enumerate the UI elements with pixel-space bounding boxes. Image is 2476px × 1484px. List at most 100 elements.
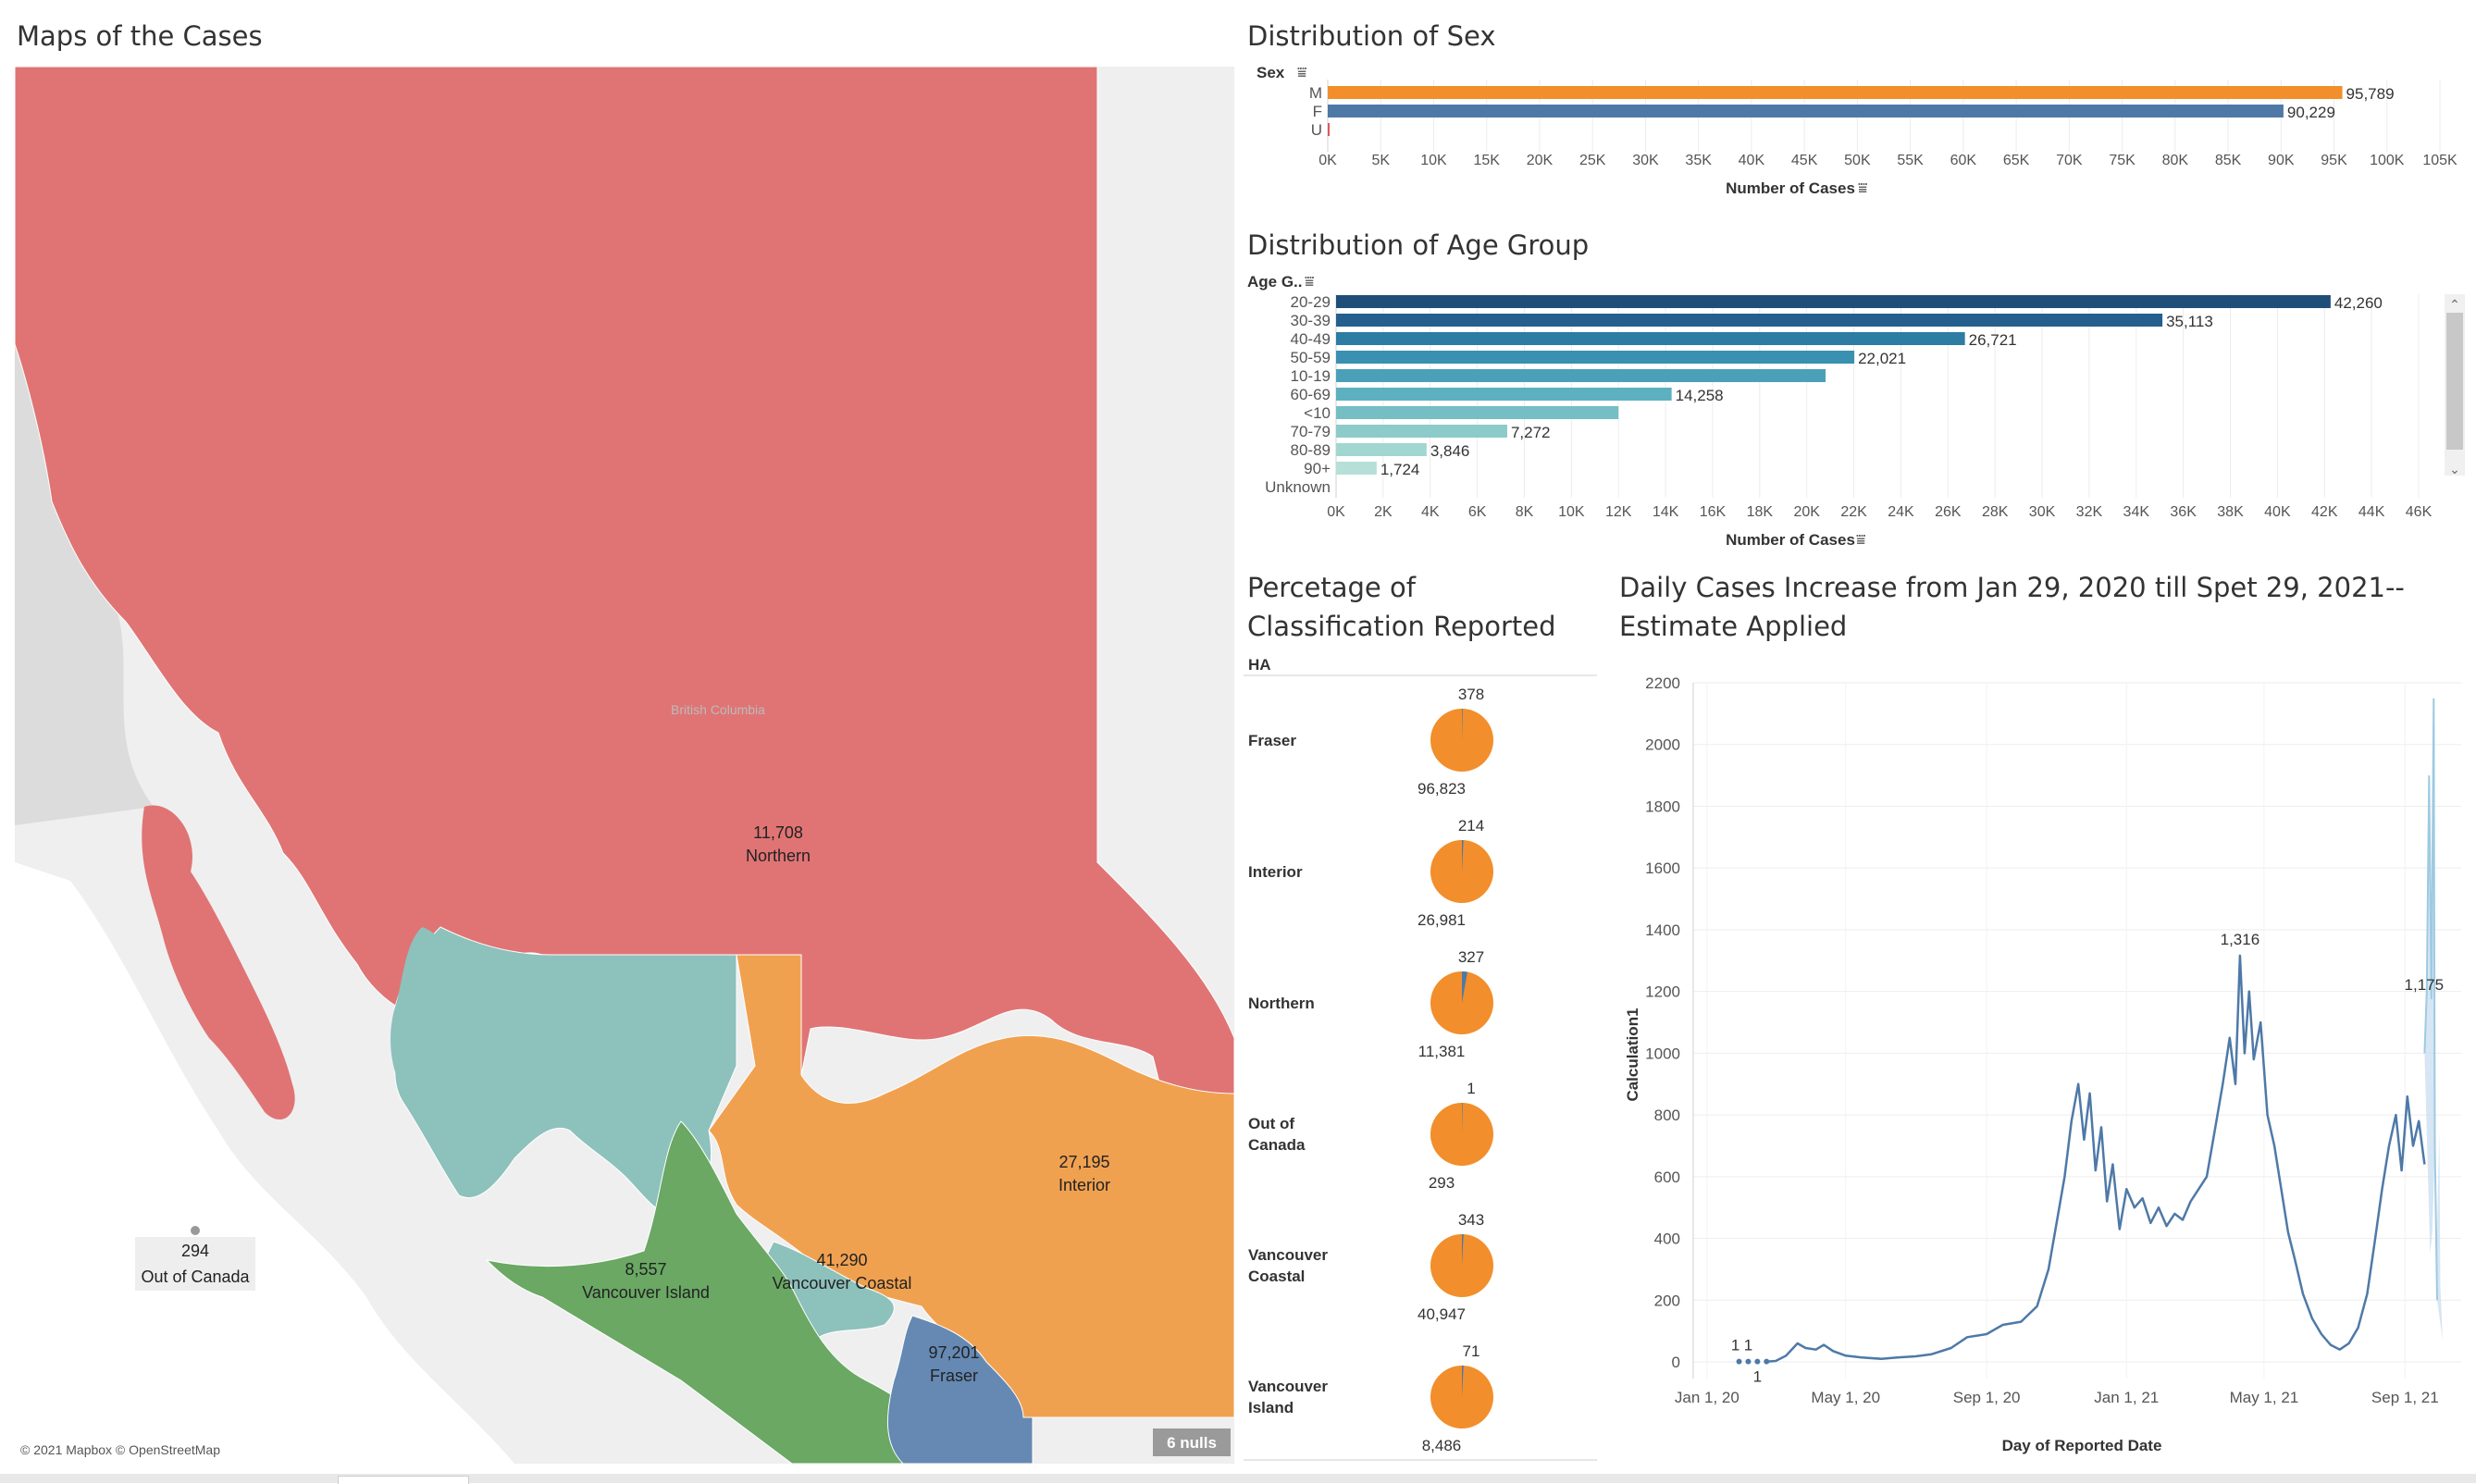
category-label: M <box>1309 84 1322 102</box>
y-tick-label: 1400 <box>1645 921 1680 939</box>
pie-grid[interactable]: HA Fraser 378 96,823 Interior 214 26,981 North… <box>1240 648 1601 1466</box>
region-vancouver-island[interactable] <box>485 1120 941 1464</box>
y-tick-label: 600 <box>1654 1169 1680 1186</box>
age-dim-label: Age G.. <box>1247 273 1303 291</box>
sex-sort-icon[interactable]: ⩸ <box>1297 64 1306 81</box>
pie-row-label: Northern <box>1248 995 1315 1012</box>
interior-value: 27,195 <box>1058 1153 1109 1171</box>
data-label: 22,021 <box>1858 350 1906 367</box>
scroll-down-icon[interactable]: ⌄ <box>2449 462 2460 476</box>
age-axis-sort-icon[interactable]: ⩸ <box>1856 531 1865 549</box>
daily-cases-line-chart[interactable]: Calculation1 Day of Reported Date 0 200 40… <box>1610 648 2470 1462</box>
x-tick-label: 36K <box>2170 504 2197 520</box>
bar[interactable] <box>1336 295 2331 308</box>
x-tick-label: 6K <box>1468 504 1487 520</box>
pie-slice-epi[interactable] <box>1462 840 1464 872</box>
sex-axis-sort-icon[interactable]: ⩸ <box>1858 179 1867 197</box>
bar[interactable] <box>1328 105 2284 117</box>
sex-bar-chart[interactable]: Sex ⩸ Number of Cases ⩸ 0K 5K 10K 15K 20K 25K… <box>1240 59 2470 207</box>
category-label: 10-19 <box>1291 367 1331 385</box>
vancouver-island-name: Vancouver Island <box>582 1283 710 1302</box>
x-tick-label: 42K <box>2311 504 2338 520</box>
bar[interactable] <box>1336 443 1427 456</box>
pie-slice-epi[interactable] <box>1462 709 1463 740</box>
bar[interactable] <box>1336 332 1965 345</box>
x-tick-label: 65K <box>2003 153 2030 168</box>
bottom-active-tab[interactable] <box>338 1476 469 1484</box>
nulls-indicator[interactable]: 6 nulls <box>1153 1428 1231 1456</box>
bar[interactable] <box>1336 462 1377 475</box>
category-label: <10 <box>1304 404 1331 422</box>
bar[interactable] <box>1336 369 1826 382</box>
age-bar-chart[interactable]: Age G.. ⩸ Number of Cases ⩸ ⌃ ⌄ 0K 2K 4K 6K… <box>1240 268 2470 555</box>
x-tick-label: 70K <box>2056 153 2083 168</box>
interior-name: Interior <box>1058 1176 1110 1194</box>
x-tick-label: 0K <box>1327 504 1345 520</box>
region-northern-islands[interactable] <box>142 805 295 1120</box>
bar[interactable] <box>1336 351 1855 364</box>
pie-row-label: Coastal <box>1248 1268 1305 1285</box>
scroll-up-icon[interactable]: ⌃ <box>2449 297 2460 312</box>
fraser-name: Fraser <box>930 1367 978 1385</box>
pie-lab-label: 26,981 <box>1418 911 1466 929</box>
age-sort-icon[interactable]: ⩸ <box>1305 273 1314 291</box>
category-label: F <box>1313 103 1322 120</box>
pie-row-label: Fraser <box>1248 732 1296 749</box>
x-tick-label: 40K <box>1739 153 1765 168</box>
bar[interactable] <box>1328 86 2343 99</box>
bar[interactable] <box>1336 388 1672 401</box>
region-interior[interactable] <box>708 954 1234 1418</box>
data-label: 35,113 <box>2166 313 2213 330</box>
category-label: 50-59 <box>1291 349 1331 366</box>
region-fraser[interactable] <box>886 1315 1034 1464</box>
y-tick-label: 1800 <box>1645 798 1680 815</box>
data-point <box>1736 1358 1742 1365</box>
x-tick-label: 2K <box>1374 504 1393 520</box>
data-label: 3,846 <box>1430 442 1470 460</box>
pie-row-label: Vancouver <box>1248 1246 1328 1264</box>
x-tick-label: 30K <box>1632 153 1659 168</box>
daily-cases-line[interactable] <box>1766 954 2426 1363</box>
x-tick-label: 16K <box>1700 504 1727 520</box>
bar[interactable] <box>1336 314 2163 327</box>
out-of-canada-marker[interactable] <box>191 1226 200 1235</box>
pie-slice-epi[interactable] <box>1462 1234 1464 1266</box>
x-tick-label: 20K <box>1527 153 1554 168</box>
line-annotation: 1 <box>1744 1337 1752 1354</box>
age-scrollbar[interactable]: ⌃ ⌄ <box>2445 294 2465 476</box>
out-of-canada-name: Out of Canada <box>141 1268 250 1286</box>
data-label: 1,724 <box>1380 461 1420 478</box>
pie-row-label: Interior <box>1248 863 1303 881</box>
y-tick-label: 2200 <box>1645 674 1680 692</box>
age-scrollbar-thumb[interactable] <box>2446 313 2463 450</box>
data-label: 90,229 <box>2287 104 2335 121</box>
label-out-of-canada: 294 Out of Canada <box>135 1237 255 1291</box>
line-y-axis-title: Calculation1 <box>1624 1008 1641 1101</box>
pie-epi-label: 1 <box>1467 1080 1475 1097</box>
x-tick-label: 20K <box>1793 504 1820 520</box>
category-label: 80-89 <box>1291 441 1331 459</box>
pie-row-label: Canada <box>1248 1136 1306 1154</box>
bar[interactable] <box>1328 123 1330 136</box>
out-of-canada-value: 294 <box>181 1242 209 1260</box>
y-tick-label: 1000 <box>1645 1045 1680 1062</box>
pie-slice-epi[interactable] <box>1462 1366 1464 1397</box>
category-label: 20-29 <box>1291 293 1331 311</box>
map-canvas[interactable]: British Columbia 11,708 Northern 27,195 … <box>15 67 1234 1464</box>
x-tick-label: 22K <box>1840 504 1867 520</box>
x-tick-label: 32K <box>2076 504 2103 520</box>
line-x-axis-title: Day of Reported Date <box>2002 1437 2162 1454</box>
pie-slice-epi[interactable] <box>1462 971 1467 1003</box>
line-title-line-2: Estimate Applied <box>1619 611 1848 642</box>
x-tick-label: 46K <box>2406 504 2433 520</box>
bar[interactable] <box>1336 406 1619 419</box>
region-vancouver-coastal-islands[interactable] <box>390 927 453 1103</box>
y-tick-label: 200 <box>1654 1292 1680 1309</box>
category-label: Unknown <box>1265 478 1331 496</box>
pie-slice-epi[interactable] <box>1462 1103 1463 1134</box>
pie-epi-label: 378 <box>1458 686 1484 703</box>
bottom-tab-bar <box>0 1474 2476 1483</box>
bar[interactable] <box>1336 425 1507 438</box>
vancouver-coastal-name: Vancouver Coastal <box>773 1274 912 1292</box>
x-tick-label: 60K <box>1950 153 1977 168</box>
